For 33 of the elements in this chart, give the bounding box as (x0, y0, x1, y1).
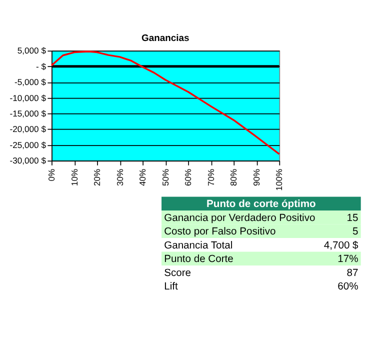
y-tick-label: -20,000 $ (10, 124, 46, 134)
y-tick-label: -25,000 $ (10, 140, 46, 150)
text: Score (164, 268, 192, 279)
x-tick-label: 20% (92, 168, 102, 186)
text: Punto de corte óptimo (206, 199, 316, 210)
x-tick-label: 30% (114, 168, 125, 186)
x-tick-label: 60% (183, 168, 194, 186)
y-tick-label: -10,000 $ (10, 92, 46, 103)
x-tick-label: 100% (274, 168, 284, 191)
x-tick-label: 80% (228, 168, 239, 186)
text: Ganancia por Verdadero Positivo (164, 212, 316, 224)
x-tick-label: 90% (251, 168, 262, 186)
y-tick-label: -5,000 $ (14, 77, 46, 88)
text: Costo por Falso Positivo (164, 226, 276, 238)
chart-title: Ganancias (142, 33, 190, 44)
y-tick-label: -15,000 $ (10, 108, 46, 119)
text: Lift (164, 282, 178, 293)
text: 15 (346, 212, 359, 224)
text: 87 (346, 268, 359, 279)
x-tick-label: 50% (160, 168, 170, 186)
y-tick-label: 5,000 $ (17, 46, 46, 56)
text: 5 (352, 226, 359, 238)
x-tick-label: 40% (138, 168, 148, 186)
text: Ganancia Total (164, 240, 233, 252)
text: 60% (338, 282, 358, 293)
text: 17% (338, 254, 358, 266)
y-tick-label: -30,000 $ (10, 156, 46, 166)
y-tick-label: - $ (36, 61, 46, 72)
x-tick-label: 10% (69, 168, 80, 186)
x-tick-label: 70% (206, 168, 216, 186)
text: 4,700 $ (324, 240, 359, 252)
x-tick-label: 0% (46, 168, 57, 182)
text: Punto de Corte (164, 254, 234, 266)
